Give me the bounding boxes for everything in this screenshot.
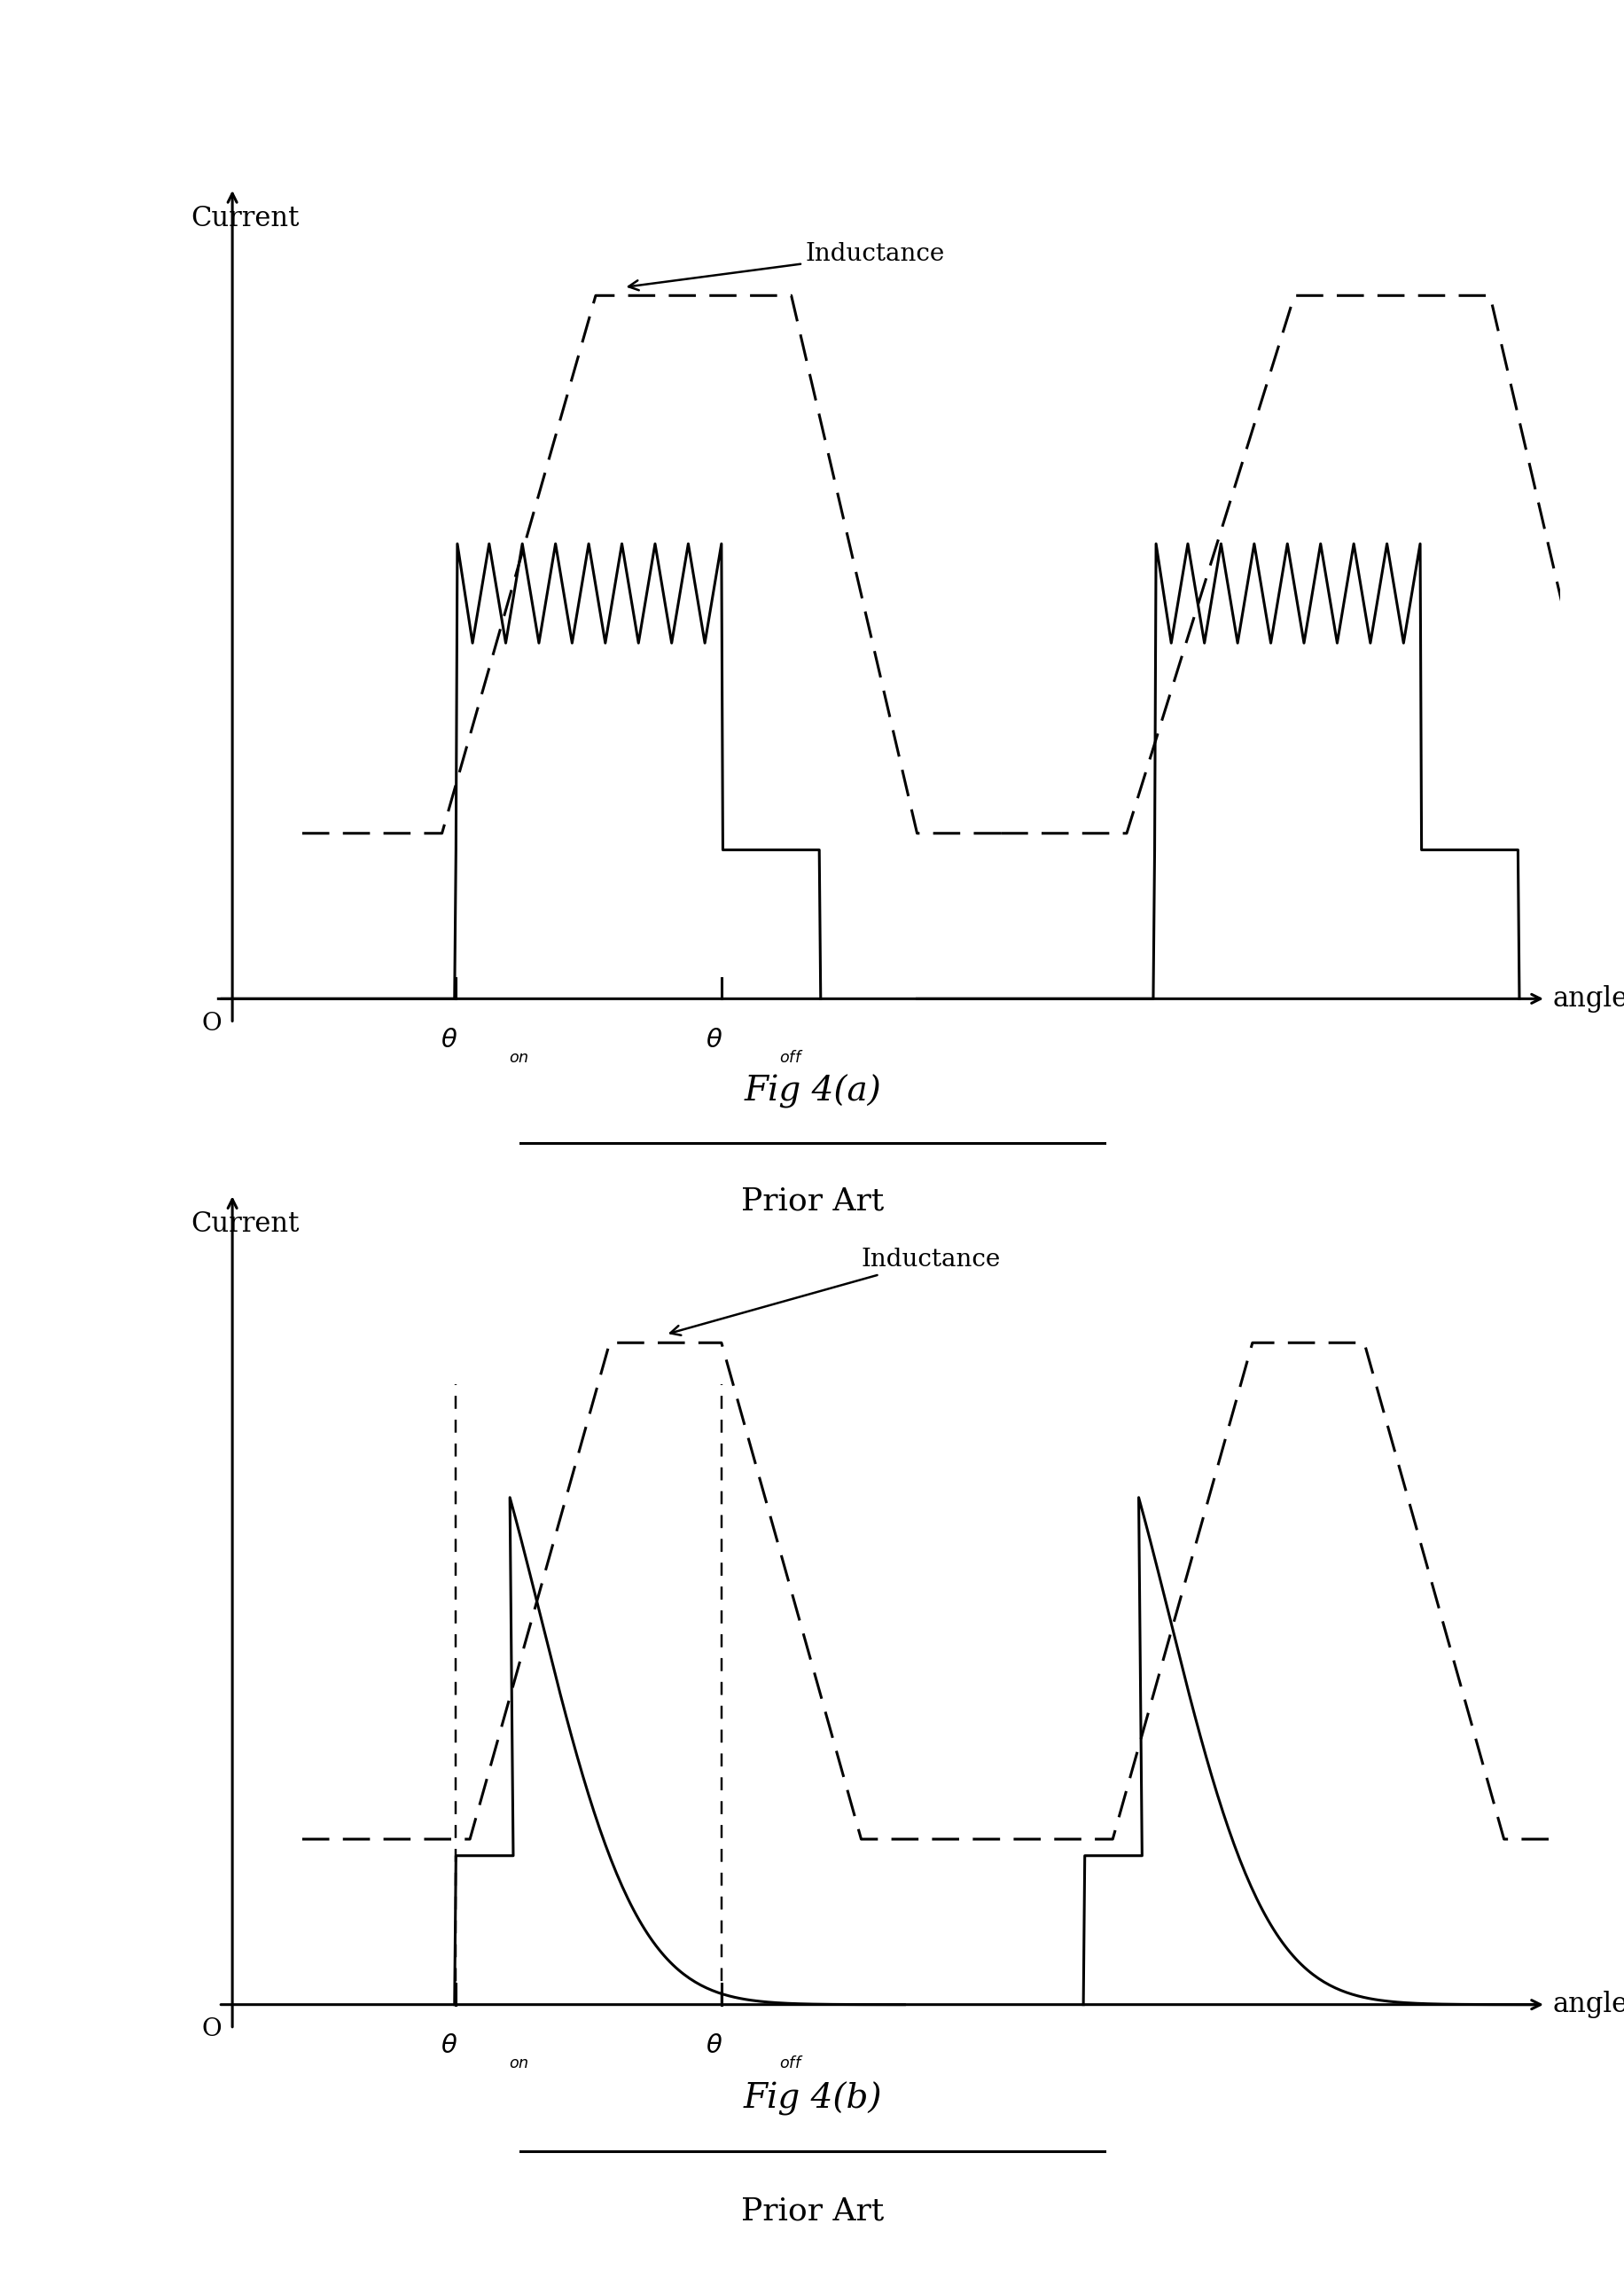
Text: Prior Art: Prior Art [741, 1186, 883, 1216]
Text: Fig 4(b): Fig 4(b) [742, 2083, 882, 2115]
Text: O: O [201, 2019, 221, 2041]
Text: Current: Current [190, 203, 299, 233]
Text: Inductance: Inductance [628, 242, 944, 290]
Text: Fig 4(a): Fig 4(a) [744, 1074, 880, 1109]
Text: $_{on}$: $_{on}$ [508, 2051, 529, 2071]
Text: $_{off}$: $_{off}$ [780, 1045, 802, 1065]
Text: Current: Current [190, 1209, 299, 1239]
Text: $\theta$: $\theta$ [705, 2035, 723, 2057]
Text: $\theta$: $\theta$ [440, 2035, 458, 2057]
Text: Prior Art: Prior Art [741, 2197, 883, 2227]
Text: Inductance: Inductance [671, 1248, 1000, 1335]
Text: O: O [201, 1013, 221, 1036]
Text: angle: angle [1553, 1991, 1624, 2019]
Text: $\theta$: $\theta$ [705, 1029, 723, 1052]
Text: $\theta$: $\theta$ [440, 1029, 458, 1052]
Text: $_{off}$: $_{off}$ [780, 2051, 802, 2071]
Text: angle: angle [1553, 985, 1624, 1013]
Text: $_{on}$: $_{on}$ [508, 1045, 529, 1065]
